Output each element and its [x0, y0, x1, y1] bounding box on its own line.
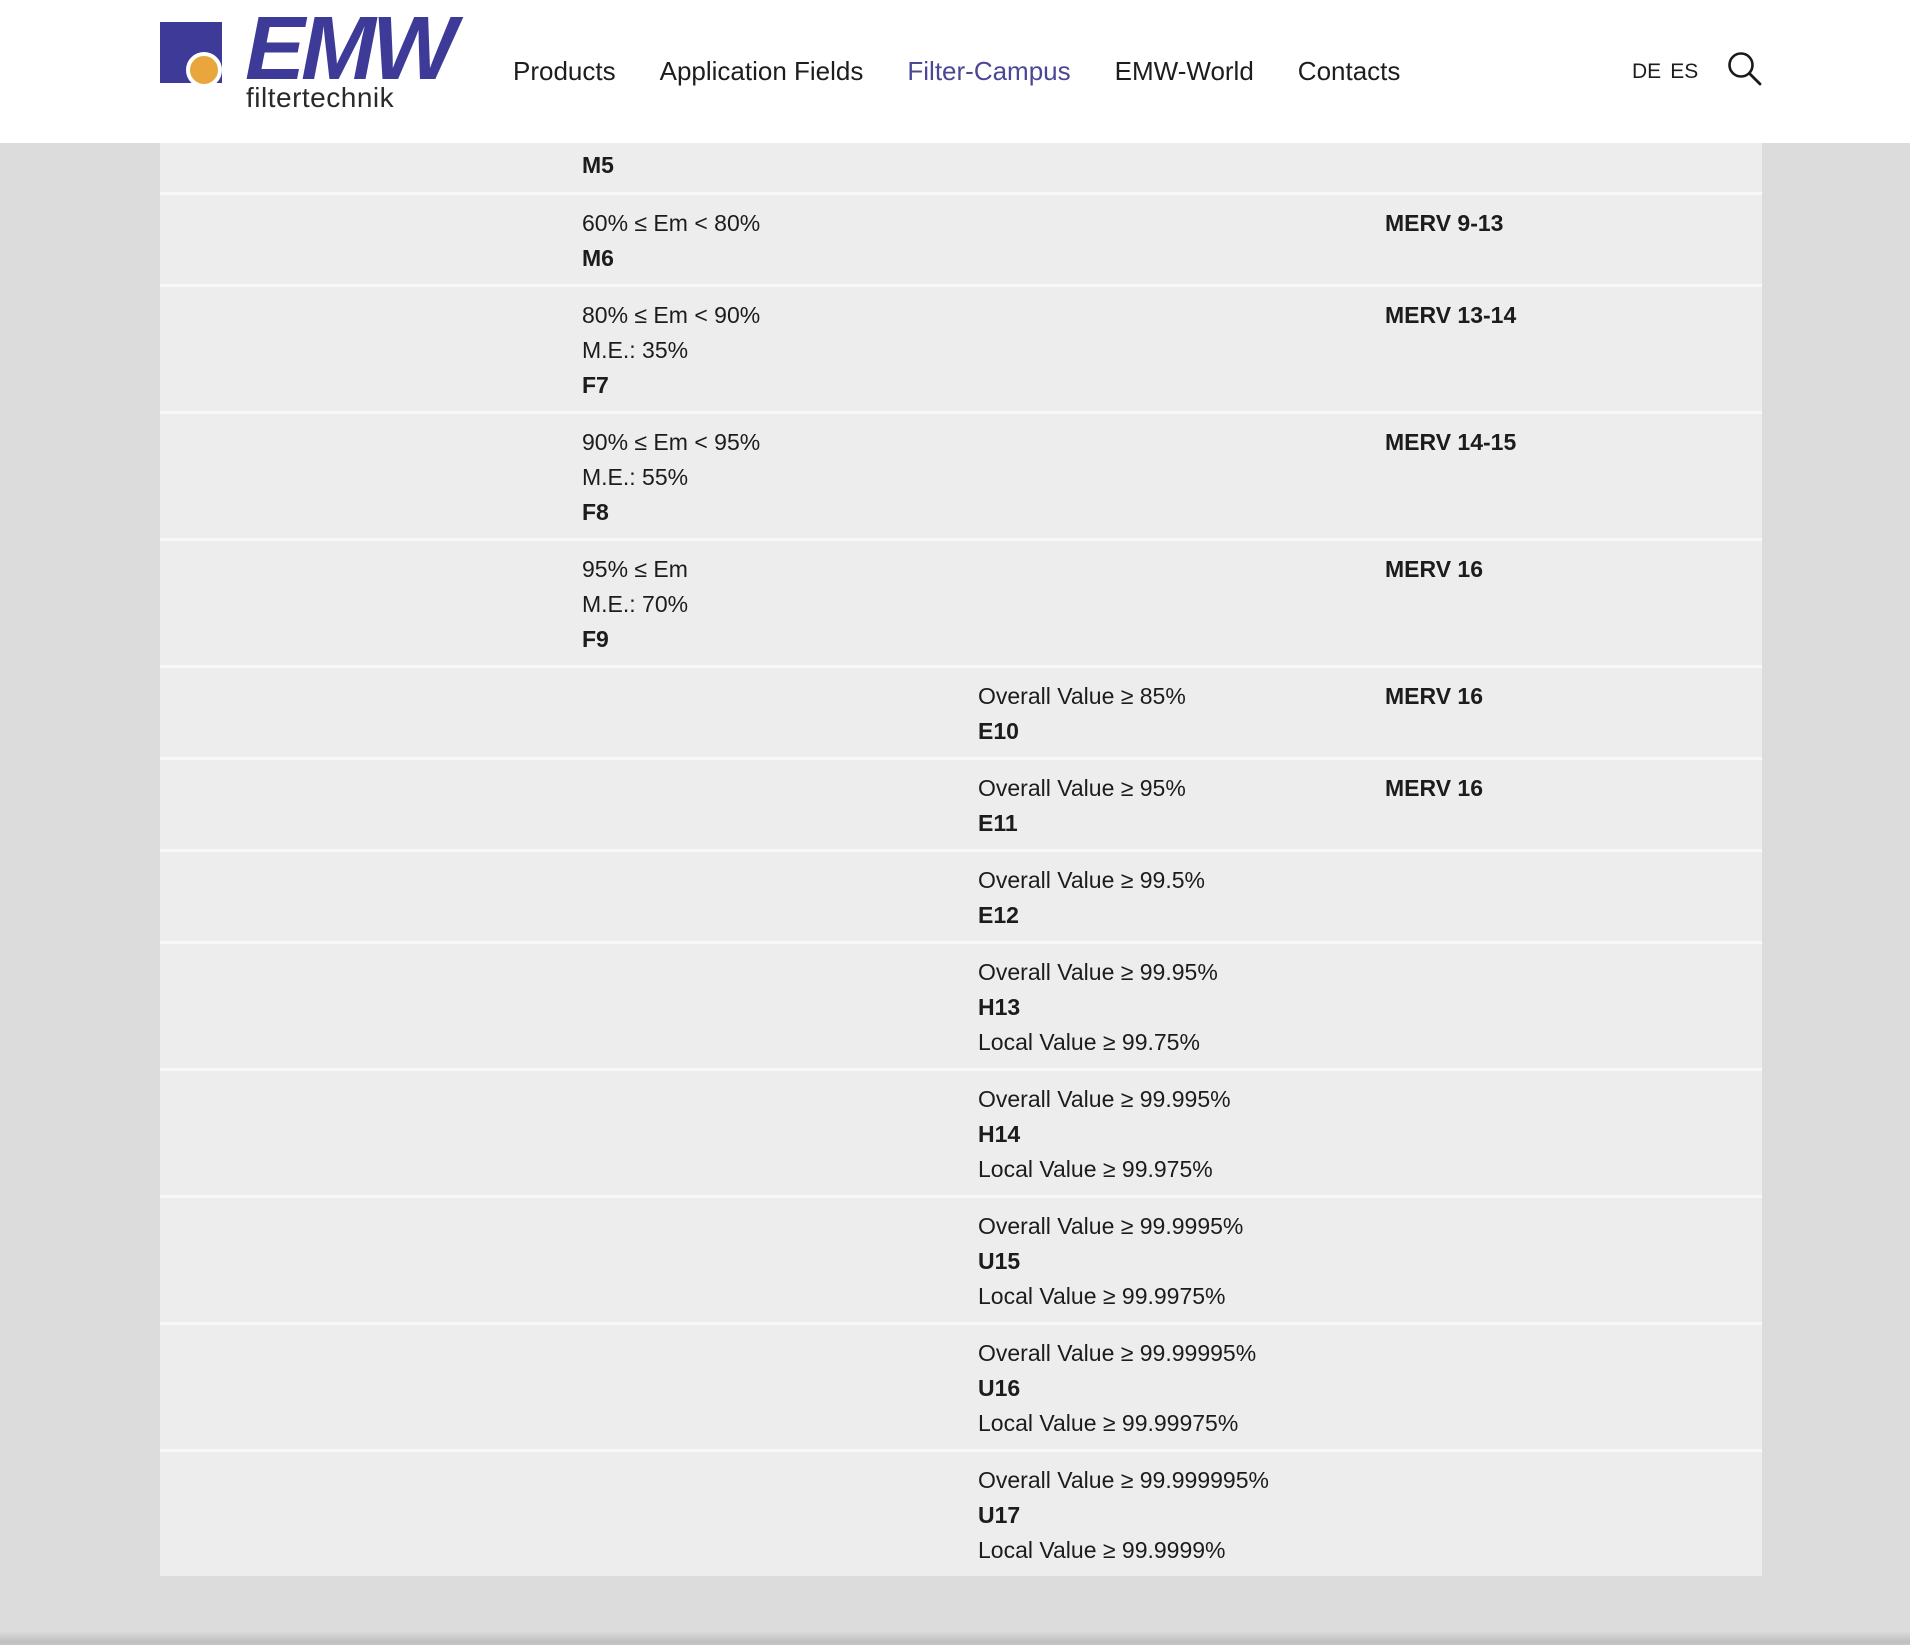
filter-class-label: E10 — [978, 718, 1019, 744]
nav-item-emw-world[interactable]: EMW-World — [1114, 56, 1254, 86]
table-row-h13: Overall Value ≥ 99.95% H13 Local Value ≥ 9… — [160, 941, 1762, 1068]
filter-class-label: E11 — [978, 810, 1018, 836]
filter-spec-text: Overall Value ≥ 99.95% — [978, 959, 1218, 985]
filter-class-label: F9 — [582, 626, 609, 652]
filter-spec-cell: Overall Value ≥ 99.999995% U17 Local Value… — [978, 1463, 1269, 1568]
filter-spec-text: Local Value ≥ 99.9999% — [978, 1537, 1226, 1563]
filter-spec-cell: 60% ≤ Em < 80% M6 — [582, 206, 760, 276]
filter-spec-text: Local Value ≥ 99.75% — [978, 1029, 1200, 1055]
filter-spec-cell: Overall Value ≥ 99.5% E12 — [978, 863, 1205, 933]
table-row-m6: 60% ≤ Em < 80% M6 MERV 9-13 — [160, 192, 1762, 284]
logo-subtitle: filtertechnik — [246, 82, 395, 113]
filter-spec-text: 60% ≤ Em < 80% — [582, 210, 761, 236]
search-button[interactable] — [1724, 48, 1766, 88]
filter-spec-cell: Overall Value ≥ 99.995% H14 Local Value ≥ … — [978, 1082, 1231, 1187]
filter-spec-cell: 80% ≤ Em < 90% M.E.: 35% F7 — [582, 298, 760, 403]
nav-item-filter-campus[interactable]: Filter-Campus — [907, 56, 1071, 86]
filter-spec-cell: 95% ≤ Em M.E.: 70% F9 — [582, 552, 688, 657]
filter-spec-text: Overall Value ≥ 85% — [978, 683, 1186, 709]
filter-spec-cell: 90% ≤ Em < 95% M.E.: 55% F8 — [582, 425, 760, 530]
filter-spec-cell: Overall Value ≥ 95% E11 — [978, 771, 1186, 841]
main-nav: Products Application Fields Filter-Campus E… — [513, 0, 1400, 143]
filter-spec-cell: Overall Value ≥ 85% E10 — [978, 679, 1186, 749]
filter-spec-text: Local Value ≥ 99.99975% — [978, 1410, 1239, 1436]
filter-class-label: H13 — [978, 994, 1021, 1020]
table-row-u15: Overall Value ≥ 99.9995% U15 Local Value ≥… — [160, 1195, 1762, 1322]
nav-item-application-fields[interactable]: Application Fields — [659, 56, 864, 86]
filter-class-label: M6 — [582, 245, 614, 271]
filter-spec-text: Overall Value ≥ 99.995% — [978, 1086, 1231, 1112]
filter-spec-text: M.E.: 70% — [582, 591, 689, 617]
filter-class-label: E12 — [978, 902, 1019, 928]
table-row-u16: Overall Value ≥ 99.99995% U16 Local Value … — [160, 1322, 1762, 1449]
merv-rating: MERV 16 — [1385, 775, 1484, 801]
table-row-m5: M5 — [160, 143, 1762, 192]
logo-wordmark: EMW — [245, 0, 457, 99]
logo-circle-icon — [186, 52, 222, 88]
filter-spec-text: Overall Value ≥ 99.9995% — [978, 1213, 1244, 1239]
table-row-f9: 95% ≤ Em M.E.: 70% F9 MERV 16 — [160, 538, 1762, 665]
merv-rating: MERV 16 — [1385, 683, 1484, 709]
table-row-e12: Overall Value ≥ 99.5% E12 — [160, 849, 1762, 941]
filter-class-label: M5 — [582, 152, 614, 178]
filter-class-label: U17 — [978, 1502, 1021, 1528]
merv-rating: MERV 16 — [1385, 556, 1484, 582]
filter-spec-cell: Overall Value ≥ 99.99995% U16 Local Value … — [978, 1336, 1256, 1441]
filter-spec-text: 95% ≤ Em — [582, 556, 688, 582]
language-switch: DE ES — [1632, 0, 1698, 143]
logo-square-icon — [160, 22, 222, 88]
filter-spec-cell: Overall Value ≥ 99.95% H13 Local Value ≥ 9… — [978, 955, 1218, 1060]
filter-spec-text: Overall Value ≥ 99.5% — [978, 867, 1205, 893]
filter-class-label: U16 — [978, 1375, 1021, 1401]
table-row-u17: Overall Value ≥ 99.999995% U17 Local Value… — [160, 1449, 1762, 1576]
table-row-e11: Overall Value ≥ 95% E11 MERV 16 — [160, 757, 1762, 849]
merv-rating: MERV 14-15 — [1385, 429, 1517, 455]
filter-spec-text: Overall Value ≥ 99.99995% — [978, 1340, 1257, 1366]
filter-spec-text: Local Value ≥ 99.9975% — [978, 1283, 1226, 1309]
filter-spec-text: Overall Value ≥ 95% — [978, 775, 1186, 801]
filter-class-label: U15 — [978, 1248, 1021, 1274]
filter-spec-cell: M5 — [582, 148, 614, 183]
lang-link-es[interactable]: ES — [1670, 59, 1699, 83]
filter-spec-text: Overall Value ≥ 99.999995% — [978, 1467, 1269, 1493]
filter-spec-text: 80% ≤ Em < 90% — [582, 302, 761, 328]
filter-spec-cell: Overall Value ≥ 99.9995% U15 Local Value ≥… — [978, 1209, 1243, 1314]
table-row-f8: 90% ≤ Em < 95% M.E.: 55% F8 MERV 14-15 — [160, 411, 1762, 538]
table-row-e10: Overall Value ≥ 85% E10 MERV 16 — [160, 665, 1762, 757]
search-icon — [1728, 52, 1762, 86]
merv-rating: MERV 9-13 — [1385, 210, 1504, 236]
filter-spec-text: 90% ≤ Em < 95% — [582, 429, 761, 455]
merv-rating: MERV 13-14 — [1385, 302, 1517, 328]
filter-class-label: H14 — [978, 1121, 1021, 1147]
filter-class-label: F8 — [582, 499, 609, 525]
filter-spec-text: M.E.: 35% — [582, 337, 689, 363]
lang-link-de[interactable]: DE — [1632, 59, 1662, 83]
site-header: EMW filtertechnik Products Application Fi… — [0, 0, 1910, 143]
nav-item-contacts[interactable]: Contacts — [1297, 56, 1401, 86]
filter-class-label: F7 — [582, 372, 609, 398]
table-row-f7: 80% ≤ Em < 90% M.E.: 35% F7 MERV 13-14 — [160, 284, 1762, 411]
logo[interactable]: EMW filtertechnik — [160, 4, 457, 117]
bottom-scrollbar-area[interactable] — [0, 1631, 1910, 1645]
filter-spec-text: M.E.: 55% — [582, 464, 689, 490]
filter-spec-text: Local Value ≥ 99.975% — [978, 1156, 1213, 1182]
nav-item-products[interactable]: Products — [513, 56, 616, 86]
table-row-h14: Overall Value ≥ 99.995% H14 Local Value ≥ … — [160, 1068, 1762, 1195]
filter-class-table: M5 60% ≤ Em < 80% M6 MERV 9-13 80% ≤ Em < 90… — [160, 143, 1762, 1576]
